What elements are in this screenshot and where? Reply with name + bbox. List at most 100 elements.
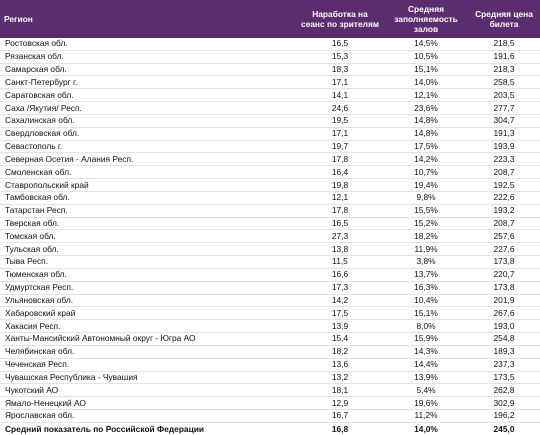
occupancy-cell: 11,9% <box>384 242 468 257</box>
region-cell: Ямало-Ненецкий АО <box>0 396 296 411</box>
ticket-price-cell: 304,7 <box>468 114 540 128</box>
region-cell: Смоленская обл. <box>0 165 296 180</box>
table-row: Чеченская Респ. 13,6 14,4% 237,3 <box>0 358 540 372</box>
total-occupancy: 14,0% <box>384 421 468 435</box>
region-cell: Хабаровский край <box>0 306 296 321</box>
sessions-cell: 19,7 <box>296 140 384 154</box>
ticket-price-cell: 222,6 <box>468 191 540 205</box>
ticket-price-cell: 193,0 <box>468 319 540 334</box>
table-body: Ростовская обл. 16,5 14,5% 218,5 Рязанская о… <box>0 38 540 423</box>
ticket-price-cell: 227,6 <box>468 242 540 257</box>
sessions-cell: 16,5 <box>296 38 384 51</box>
sessions-cell: 12,1 <box>296 191 384 205</box>
region-cell: Ульяновская обл. <box>0 294 296 308</box>
region-cell: Удмуртская Респ. <box>0 281 296 295</box>
occupancy-cell: 14,3% <box>384 345 468 359</box>
ticket-price-cell: 189,3 <box>468 345 540 359</box>
region-cell: Татарстан Респ. <box>0 204 296 218</box>
sessions-cell: 17,3 <box>296 281 384 295</box>
header-ticket-price: Средняя цена билета <box>468 0 540 38</box>
sessions-cell: 24,6 <box>296 101 384 115</box>
occupancy-cell: 16,3% <box>384 281 468 295</box>
occupancy-cell: 14,4% <box>384 358 468 372</box>
ticket-price-cell: 218,3 <box>468 63 540 77</box>
region-cell: Ставропольский край <box>0 178 296 192</box>
table-row: Санкт-Петербург г. 17,1 14,0% 258,5 <box>0 75 540 90</box>
ticket-price-cell: 237,3 <box>468 358 540 372</box>
total-row: Средний показатель по Российской Федерац… <box>0 421 540 435</box>
ticket-price-cell: 257,6 <box>468 229 540 244</box>
sessions-cell: 15,4 <box>296 332 384 346</box>
sessions-cell: 17,1 <box>296 75 384 90</box>
sessions-cell: 27,3 <box>296 229 384 244</box>
ticket-price-cell: 173,5 <box>468 371 540 385</box>
ticket-price-cell: 262,8 <box>468 383 540 398</box>
table-row: Ставропольский край 19,8 19,4% 192,5 <box>0 178 540 192</box>
occupancy-cell: 23,6% <box>384 101 468 115</box>
ticket-price-cell: 220,7 <box>468 268 540 282</box>
ticket-price-cell: 277,7 <box>468 101 540 115</box>
ticket-price-cell: 193,2 <box>468 204 540 218</box>
ticket-price-cell: 302,9 <box>468 396 540 411</box>
occupancy-cell: 5,4% <box>384 383 468 398</box>
occupancy-cell: 13,9% <box>384 371 468 385</box>
table-row: Ярославская обл. 16,7 11,2% 196,2 <box>0 409 540 423</box>
sessions-cell: 17,8 <box>296 152 384 167</box>
ticket-price-cell: 208,7 <box>468 217 540 231</box>
region-cell: Ярославская обл. <box>0 409 296 423</box>
sessions-cell: 16,5 <box>296 217 384 231</box>
total-region: Средний показатель по Российской Федерац… <box>0 421 296 435</box>
ticket-price-cell: 173,8 <box>468 281 540 295</box>
occupancy-cell: 18,2% <box>384 229 468 244</box>
sessions-cell: 14,2 <box>296 294 384 308</box>
region-cell: Чукотский АО <box>0 383 296 398</box>
table-row: Чувашская Республика - Чувашия 13,2 13,9% 1… <box>0 371 540 385</box>
occupancy-cell: 14,2% <box>384 152 468 167</box>
table-row: Томская обл. 27,3 18,2% 257,6 <box>0 229 540 244</box>
occupancy-cell: 10,7% <box>384 165 468 180</box>
ticket-price-cell: 218,5 <box>468 38 540 51</box>
region-cell: Северная Осетия - Алания Респ. <box>0 152 296 167</box>
occupancy-cell: 11,2% <box>384 409 468 423</box>
table-row: Северная Осетия - Алания Респ. 17,8 14,2% 2… <box>0 152 540 167</box>
table-row: Ростовская обл. 16,5 14,5% 218,5 <box>0 38 540 51</box>
sessions-cell: 16,4 <box>296 165 384 180</box>
sessions-cell: 17,1 <box>296 127 384 141</box>
sessions-cell: 18,2 <box>296 345 384 359</box>
occupancy-cell: 8,0% <box>384 319 468 334</box>
sessions-cell: 13,2 <box>296 371 384 385</box>
sessions-cell: 17,8 <box>296 204 384 218</box>
region-cell: Рязанская обл. <box>0 50 296 64</box>
ticket-price-cell: 267,6 <box>468 306 540 321</box>
table-row: Рязанская обл. 15,3 10,5% 191,6 <box>0 50 540 64</box>
ticket-price-cell: 254,8 <box>468 332 540 346</box>
occupancy-cell: 15,9% <box>384 332 468 346</box>
header-occupancy: Средняя заполняемость залов <box>384 0 468 38</box>
table-row: Ямало-Ненецкий АО 12,9 19,6% 302,9 <box>0 396 540 411</box>
region-cell: Ханты-Мансийский Автономный округ - Югра… <box>0 332 296 346</box>
table-row: Тюменская обл. 16,6 13,7% 220,7 <box>0 268 540 282</box>
ticket-price-cell: 193,9 <box>468 140 540 154</box>
region-cell: Санкт-Петербург г. <box>0 75 296 90</box>
ticket-price-cell: 208,7 <box>468 165 540 180</box>
region-cell: Саха /Якутия/ Респ. <box>0 101 296 115</box>
region-cell: Тыва Респ. <box>0 255 296 269</box>
sessions-cell: 19,8 <box>296 178 384 192</box>
table-row: Тыва Респ. 11,5 3,8% 173,8 <box>0 255 540 269</box>
header-sessions: Наработка на сеанс по зрителям <box>296 0 384 38</box>
sessions-cell: 18,1 <box>296 383 384 398</box>
table-row: Ульяновская обл. 14,2 10,4% 201,9 <box>0 294 540 308</box>
ticket-price-cell: 201,9 <box>468 294 540 308</box>
table-footer: Средний показатель по Российской Федерац… <box>0 421 540 435</box>
ticket-price-cell: 223,3 <box>468 152 540 167</box>
occupancy-cell: 15,5% <box>384 204 468 218</box>
total-sessions: 16,8 <box>296 421 384 435</box>
sessions-cell: 12,9 <box>296 396 384 411</box>
table-row: Тульская обл. 13,8 11,9% 227,6 <box>0 242 540 257</box>
occupancy-cell: 14,8% <box>384 127 468 141</box>
region-cell: Сахалинская обл. <box>0 114 296 128</box>
sessions-cell: 11,5 <box>296 255 384 269</box>
ticket-price-cell: 192,5 <box>468 178 540 192</box>
region-cell: Хакасия Респ. <box>0 319 296 334</box>
